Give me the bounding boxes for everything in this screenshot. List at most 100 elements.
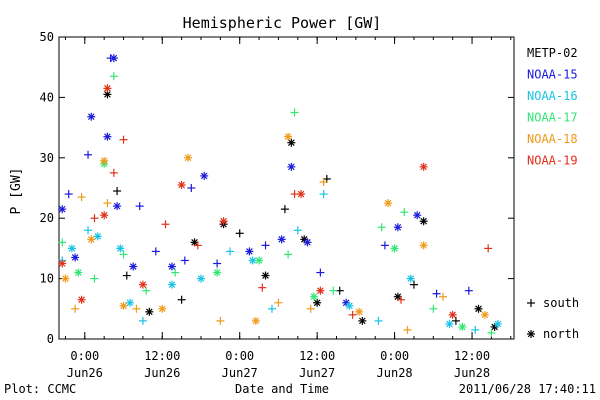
data-point xyxy=(409,280,418,289)
data-point xyxy=(187,184,196,192)
data-point xyxy=(151,247,160,256)
data-point xyxy=(71,253,80,262)
data-point xyxy=(58,205,67,214)
data-point xyxy=(184,153,193,162)
data-point xyxy=(216,316,225,325)
data-point xyxy=(64,190,73,199)
data-point xyxy=(90,214,99,223)
data-point xyxy=(480,310,489,319)
data-point xyxy=(313,298,322,307)
data-point xyxy=(167,262,176,271)
data-point xyxy=(196,274,205,283)
data-point xyxy=(177,180,186,189)
data-point xyxy=(103,84,112,93)
data-point xyxy=(403,325,412,334)
plot-frame xyxy=(58,36,515,340)
data-point xyxy=(309,292,318,301)
data-point xyxy=(77,193,86,202)
data-point xyxy=(280,205,289,214)
data-point xyxy=(74,268,83,277)
data-point xyxy=(384,199,393,208)
data-point xyxy=(293,226,302,235)
data-point xyxy=(122,271,131,280)
data-point xyxy=(84,226,93,235)
data-point xyxy=(180,256,189,265)
y-tick-label: 0 xyxy=(47,332,54,346)
data-point xyxy=(138,316,147,325)
y-tick-label: 50 xyxy=(40,30,54,44)
data-point xyxy=(274,298,283,307)
x-axis-ticks: 0:00 Jun26 12:00 Jun26 0:00 Jun27 12:00 Jun27 0:… xyxy=(64,37,512,380)
data-point xyxy=(319,190,328,199)
data-point xyxy=(167,280,176,289)
marker-legend-label: north xyxy=(543,327,579,341)
data-point xyxy=(190,238,199,247)
data-point xyxy=(355,307,364,316)
data-point xyxy=(429,304,438,313)
data-point xyxy=(109,168,118,177)
data-point xyxy=(390,244,399,253)
data-point xyxy=(77,295,86,304)
x-tick-date-label: Jun26 xyxy=(67,366,103,380)
data-point xyxy=(345,301,354,310)
data-point xyxy=(261,271,270,280)
data-point xyxy=(113,202,122,211)
data-point xyxy=(119,301,128,310)
data-point xyxy=(87,235,96,244)
y-tick-label: 40 xyxy=(40,90,54,104)
data-point xyxy=(132,304,141,313)
data-point xyxy=(319,177,328,186)
data-point xyxy=(277,235,286,244)
data-point xyxy=(245,247,254,256)
data-point xyxy=(377,223,386,232)
data-point xyxy=(290,108,299,117)
x-tick-date-label: Jun27 xyxy=(299,366,335,380)
data-point xyxy=(303,238,312,247)
data-point xyxy=(138,280,147,289)
data-point xyxy=(200,171,209,180)
data-point xyxy=(451,316,460,325)
data-point xyxy=(397,295,406,304)
legend-entry: NOAA-15 xyxy=(527,68,578,82)
data-point xyxy=(474,304,483,313)
y-tick-label: 30 xyxy=(40,151,54,165)
series-noaa-18 xyxy=(61,132,489,334)
data-point xyxy=(125,298,134,307)
data-point xyxy=(251,316,260,325)
x-tick-time-label: 0:00 xyxy=(225,349,254,363)
data-point xyxy=(448,310,457,319)
data-point xyxy=(267,304,276,313)
data-point xyxy=(400,208,409,217)
data-point xyxy=(100,156,109,165)
data-point xyxy=(158,304,167,313)
series-noaa-16 xyxy=(58,190,502,334)
data-point xyxy=(67,244,76,253)
x-tick-time-label: 12:00 xyxy=(454,349,490,363)
y-tick-label: 20 xyxy=(40,211,54,225)
data-point xyxy=(406,274,415,283)
data-point xyxy=(226,247,235,256)
data-markers xyxy=(58,54,502,337)
x-tick-date-label: Jun26 xyxy=(144,366,180,380)
legend-marker-asterisk xyxy=(527,330,535,338)
y-axis-ticks: 0 10 20 30 40 50 xyxy=(40,30,514,346)
data-point xyxy=(213,259,222,268)
data-point xyxy=(119,250,128,259)
data-point xyxy=(297,190,306,199)
data-point xyxy=(419,241,428,250)
marker-legend-label: south xyxy=(543,296,579,310)
data-point xyxy=(219,217,228,226)
legend-entry: METP-02 xyxy=(527,46,578,60)
chart-title: Hemispheric Power [GW] xyxy=(183,14,382,32)
x-tick-date-label: Jun28 xyxy=(377,366,413,380)
data-point xyxy=(161,220,170,229)
data-point xyxy=(113,187,122,196)
data-point xyxy=(439,292,448,301)
data-point xyxy=(109,54,118,63)
data-point xyxy=(432,289,441,298)
data-point xyxy=(284,132,293,141)
data-point xyxy=(90,274,99,283)
data-point xyxy=(261,241,270,250)
data-point xyxy=(213,268,222,277)
